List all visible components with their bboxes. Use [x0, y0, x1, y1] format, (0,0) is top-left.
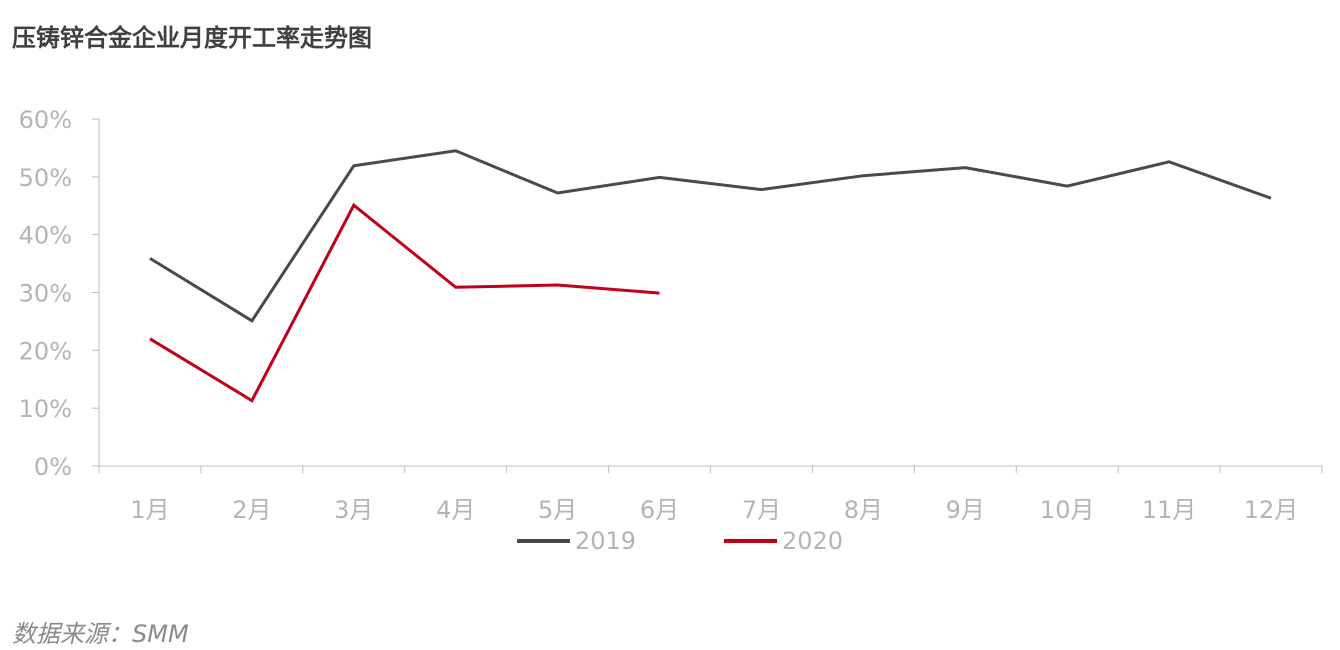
x-tick-label: 7月	[742, 496, 781, 524]
x-tick-label: 10月	[1040, 496, 1095, 524]
y-tick-label: 20%	[19, 337, 72, 365]
data-source-note: 数据来源：SMM	[12, 620, 189, 648]
y-tick-label: 30%	[19, 280, 72, 308]
y-tick-label: 0%	[34, 453, 72, 481]
x-tick-label: 11月	[1142, 496, 1197, 524]
x-tick-label: 12月	[1244, 496, 1299, 524]
legend: 2019 2020	[517, 527, 843, 555]
legend-label-2020: 2020	[782, 527, 843, 555]
x-tick-label: 9月	[946, 496, 985, 524]
y-tick-label: 10%	[19, 395, 72, 423]
x-tick-label: 4月	[436, 496, 475, 524]
x-tick-labels: 1月 2月 3月 4月 5月 6月 7月 8月 9月 10月 11月 12月	[130, 496, 1298, 524]
x-tick-label: 6月	[640, 496, 679, 524]
x-tick-label: 2月	[232, 496, 271, 524]
x-tick-label: 1月	[130, 496, 169, 524]
chart-title: 压铸锌合金企业月度开工率走势图	[12, 24, 372, 52]
x-tick-label: 5月	[538, 496, 577, 524]
series-line-2020	[149, 202, 660, 403]
x-tick-label: 8月	[844, 496, 883, 524]
y-tick-label: 60%	[19, 106, 72, 134]
y-tick-labels: 0% 10% 20% 30% 40% 50% 60%	[19, 106, 72, 481]
axes	[92, 118, 1323, 473]
x-tick-label: 3月	[334, 496, 373, 524]
legend-label-2019: 2019	[575, 527, 636, 555]
series-lines	[149, 149, 1272, 403]
y-tick-label: 50%	[19, 164, 72, 192]
series-line-2019	[149, 149, 1272, 323]
y-tick-label: 40%	[19, 222, 72, 250]
